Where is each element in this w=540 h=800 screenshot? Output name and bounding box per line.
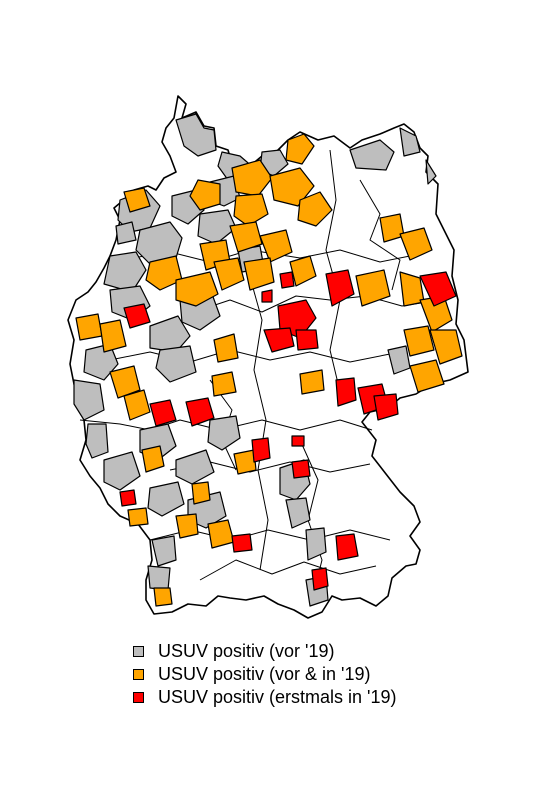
legend-swatch-red bbox=[133, 692, 144, 703]
orange-districts bbox=[75, 133, 463, 607]
red-districts bbox=[119, 269, 457, 591]
legend-label: USUV positiv (vor '19) bbox=[158, 641, 335, 661]
legend-item-red: USUV positiv (erstmals in '19) bbox=[133, 686, 397, 709]
legend-item-gray: USUV positiv (vor '19) bbox=[133, 640, 397, 663]
legend-label: USUV positiv (erstmals in '19) bbox=[158, 687, 397, 707]
legend: USUV positiv (vor '19) USUV positiv (vor… bbox=[133, 640, 397, 709]
legend-swatch-orange bbox=[133, 669, 144, 680]
legend-label: USUV positiv (vor & in '19) bbox=[158, 664, 371, 684]
legend-item-orange: USUV positiv (vor & in '19) bbox=[133, 663, 397, 686]
legend-swatch-gray bbox=[133, 646, 144, 657]
